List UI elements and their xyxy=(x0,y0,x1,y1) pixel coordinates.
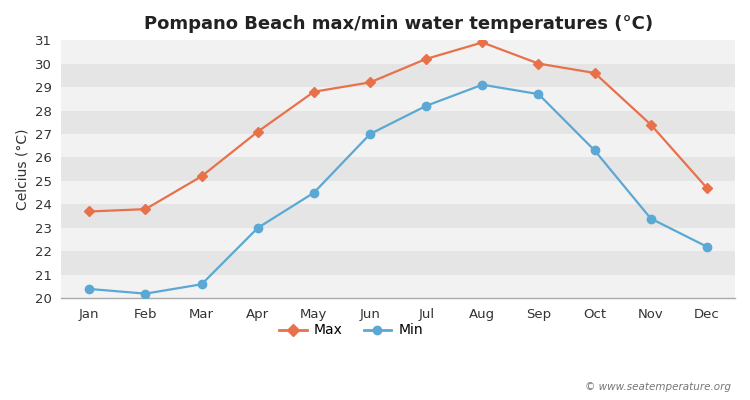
Text: © www.seatemperature.org: © www.seatemperature.org xyxy=(585,382,731,392)
Bar xyxy=(62,87,735,110)
Bar xyxy=(62,275,735,298)
Legend: Max, Min: Max, Min xyxy=(274,318,428,343)
Bar xyxy=(62,251,735,275)
Bar xyxy=(62,64,735,87)
Bar xyxy=(62,181,735,204)
Bar xyxy=(62,228,735,251)
Bar xyxy=(62,204,735,228)
Y-axis label: Celcius (°C): Celcius (°C) xyxy=(15,128,29,210)
Bar xyxy=(62,40,735,64)
Bar xyxy=(62,158,735,181)
Title: Pompano Beach max/min water temperatures (°C): Pompano Beach max/min water temperatures… xyxy=(143,15,652,33)
Bar xyxy=(62,110,735,134)
Bar xyxy=(62,134,735,158)
